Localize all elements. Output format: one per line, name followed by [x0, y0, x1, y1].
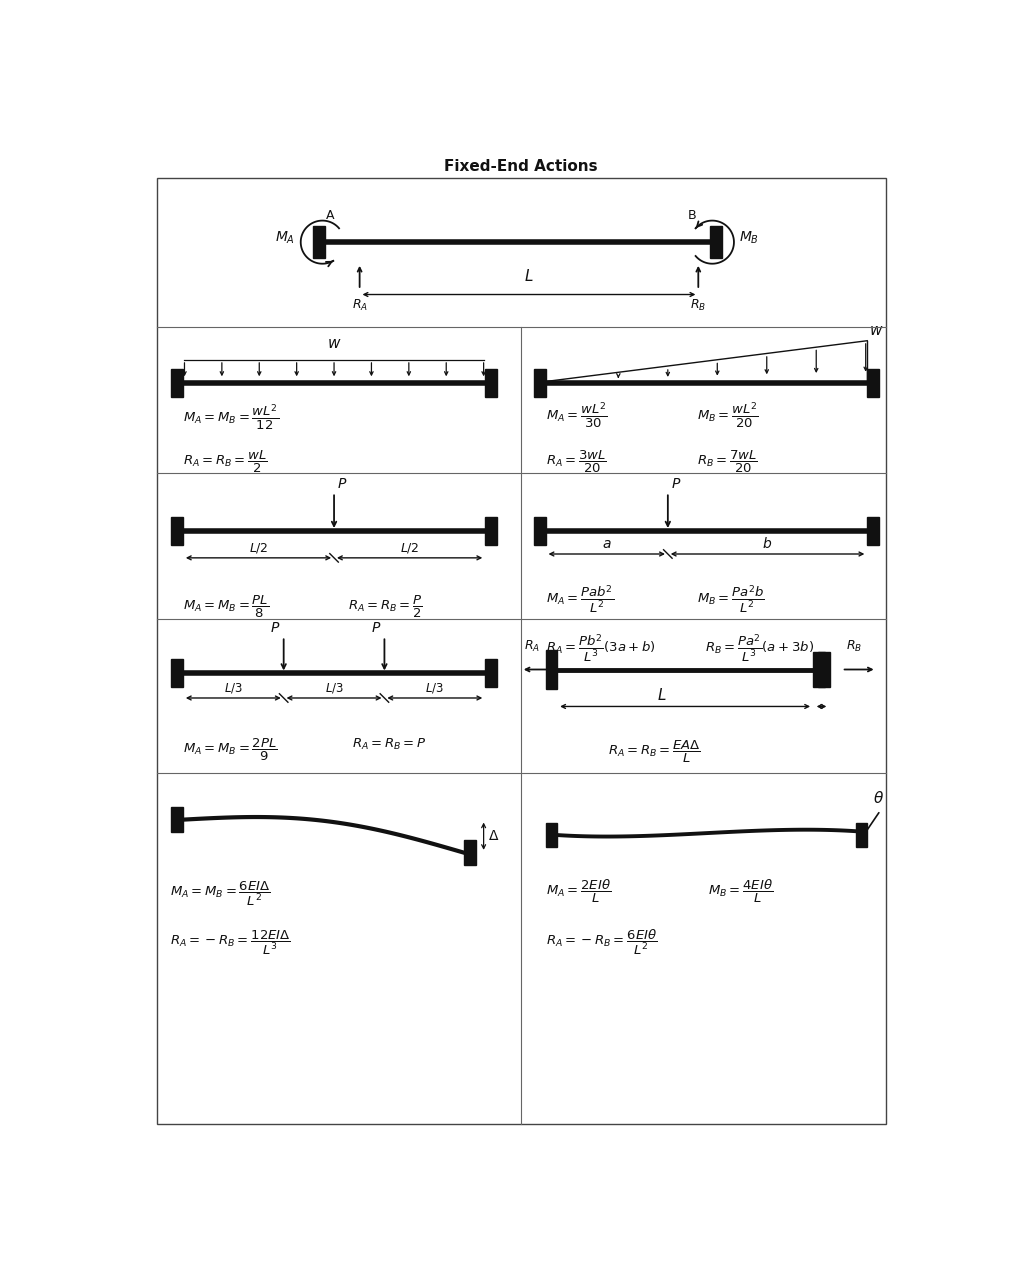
Text: $M_A= M_B=\dfrac{wL^2}{12}$: $M_A= M_B=\dfrac{wL^2}{12}$ — [183, 402, 279, 433]
Text: $M_A= M_B=\dfrac{PL}{8}$: $M_A= M_B=\dfrac{PL}{8}$ — [183, 594, 270, 621]
Text: $M_A=\dfrac{wL^2}{30}$: $M_A=\dfrac{wL^2}{30}$ — [546, 399, 607, 430]
Bar — [710, 227, 721, 259]
Text: $R_A= -R_B=\dfrac{12EI\Delta}{L^3}$: $R_A= -R_B=\dfrac{12EI\Delta}{L^3}$ — [170, 928, 291, 956]
Text: $R_A=\dfrac{3wL}{20}$: $R_A=\dfrac{3wL}{20}$ — [546, 448, 606, 475]
Bar — [813, 653, 825, 687]
Bar — [534, 369, 546, 397]
Text: $P$: $P$ — [271, 621, 281, 635]
Text: B: B — [687, 209, 696, 223]
Bar — [485, 659, 496, 687]
Bar — [819, 653, 830, 687]
Text: $b$: $b$ — [763, 536, 773, 550]
Text: $R_B$: $R_B$ — [845, 639, 861, 654]
Text: $R_A$: $R_A$ — [352, 297, 368, 312]
Bar — [171, 369, 183, 397]
Text: $P$: $P$ — [371, 621, 381, 635]
Text: $R_A$: $R_A$ — [524, 639, 540, 654]
Bar — [534, 517, 546, 545]
Text: $M_B=\dfrac{4EI\theta}{L}$: $M_B=\dfrac{4EI\theta}{L}$ — [709, 877, 774, 905]
Bar — [868, 517, 879, 545]
Text: $R_A= R_B=\dfrac{wL}{2}$: $R_A= R_B=\dfrac{wL}{2}$ — [183, 448, 267, 475]
Text: $M_B=\dfrac{wL^2}{20}$: $M_B=\dfrac{wL^2}{20}$ — [697, 399, 759, 430]
Text: $R_A= R_B=\dfrac{EA\Delta}{L}$: $R_A= R_B=\dfrac{EA\Delta}{L}$ — [607, 739, 701, 765]
Text: $P$: $P$ — [338, 477, 348, 490]
Text: $M_A$: $M_A$ — [276, 230, 295, 247]
Text: L: L — [525, 270, 533, 284]
Text: $M_A=\dfrac{Pab^2}{L^2}$: $M_A=\dfrac{Pab^2}{L^2}$ — [546, 584, 614, 616]
Text: $R_A= R_B= P$: $R_A= R_B= P$ — [352, 736, 426, 751]
Bar — [546, 650, 557, 689]
Text: $R_A=\dfrac{Pb^2}{L^3}(3a+b)$: $R_A=\dfrac{Pb^2}{L^3}(3a+b)$ — [546, 632, 656, 664]
Text: $M_A= M_B=\dfrac{2PL}{9}$: $M_A= M_B=\dfrac{2PL}{9}$ — [183, 736, 278, 763]
Text: $R_B$: $R_B$ — [691, 297, 707, 312]
Text: A: A — [326, 209, 335, 223]
Text: $L/3$: $L/3$ — [224, 681, 243, 695]
Bar — [171, 659, 183, 687]
Text: $\Delta$: $\Delta$ — [488, 829, 499, 844]
Bar — [868, 369, 879, 397]
Text: $\theta$: $\theta$ — [874, 790, 885, 806]
Text: $L/2$: $L/2$ — [249, 540, 268, 554]
Text: $P$: $P$ — [671, 477, 681, 490]
Text: $R_A= R_B=\dfrac{P}{2}$: $R_A= R_B=\dfrac{P}{2}$ — [348, 594, 423, 621]
Bar — [464, 841, 476, 865]
Text: $M_A=\dfrac{2EI\theta}{L}$: $M_A=\dfrac{2EI\theta}{L}$ — [546, 877, 611, 905]
Text: $L/3$: $L/3$ — [425, 681, 444, 695]
Text: $R_B=\dfrac{Pa^2}{L^3}(a+3b)$: $R_B=\dfrac{Pa^2}{L^3}(a+3b)$ — [705, 632, 814, 664]
Bar — [171, 517, 183, 545]
Text: $M_B=\dfrac{Pa^2b}{L^2}$: $M_B=\dfrac{Pa^2b}{L^2}$ — [697, 584, 765, 616]
Bar — [171, 808, 183, 832]
Bar — [855, 823, 868, 847]
Bar — [485, 369, 496, 397]
Bar — [546, 823, 557, 847]
Text: $w$: $w$ — [869, 323, 884, 338]
Text: $L$: $L$ — [657, 686, 667, 703]
Bar — [485, 517, 496, 545]
Bar — [313, 227, 324, 259]
Text: $\Delta$: $\Delta$ — [816, 671, 827, 685]
Text: $M_A= M_B=\dfrac{6EI\Delta}{L^2}$: $M_A= M_B=\dfrac{6EI\Delta}{L^2}$ — [170, 879, 271, 908]
Text: $L/3$: $L/3$ — [324, 681, 344, 695]
Text: Fixed-End Actions: Fixed-End Actions — [444, 159, 598, 174]
Text: $R_A= -R_B=\dfrac{6EI\theta}{L^2}$: $R_A= -R_B=\dfrac{6EI\theta}{L^2}$ — [546, 928, 657, 956]
Text: $R_B=\dfrac{7wL}{20}$: $R_B=\dfrac{7wL}{20}$ — [697, 448, 758, 475]
Text: $a$: $a$ — [602, 536, 611, 550]
Text: $M_B$: $M_B$ — [739, 230, 760, 247]
Text: $w$: $w$ — [326, 335, 342, 351]
Text: $L/2$: $L/2$ — [400, 540, 419, 554]
